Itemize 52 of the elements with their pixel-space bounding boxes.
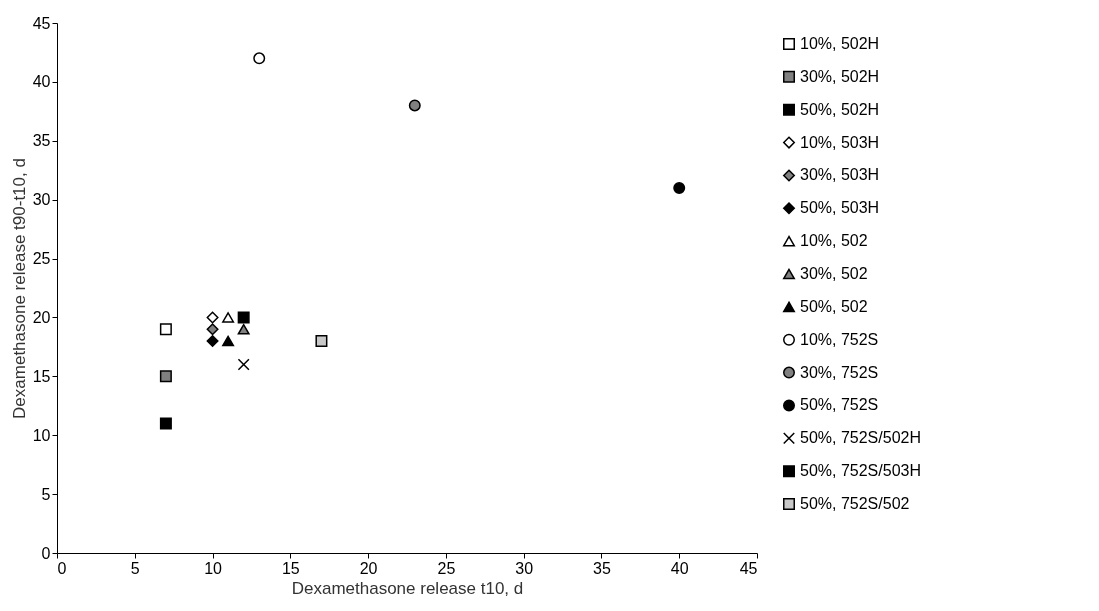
legend-label: 50%, 752S/503H bbox=[800, 462, 921, 480]
point bbox=[206, 335, 219, 347]
y-tick-label: 35 bbox=[32, 132, 51, 150]
x-tick-label: 0 bbox=[57, 559, 67, 577]
point bbox=[237, 323, 250, 335]
point bbox=[253, 52, 266, 65]
x-axis-title: Dexamethasone release t10, d bbox=[291, 578, 524, 598]
x-tick-label: 40 bbox=[670, 559, 689, 577]
x-tick-label: 45 bbox=[739, 559, 758, 577]
point bbox=[315, 335, 328, 347]
y-tick-label: 45 bbox=[32, 14, 51, 32]
point bbox=[206, 311, 219, 324]
x-tick-label: 35 bbox=[593, 559, 611, 577]
legend-label: 10%, 502H bbox=[800, 35, 880, 52]
point bbox=[159, 370, 172, 383]
y-tick-label: 5 bbox=[41, 485, 51, 503]
legend-label: 30%, 502H bbox=[800, 67, 880, 85]
legend-label: 50%, 752S/502 bbox=[800, 495, 910, 513]
point bbox=[222, 335, 235, 347]
legend-label: 30%, 503H bbox=[800, 166, 880, 184]
x-tick-label: 15 bbox=[281, 559, 300, 577]
y-tick-label: 10 bbox=[32, 426, 51, 444]
y-tick-label: 40 bbox=[32, 73, 51, 91]
x-tick-label: 25 bbox=[437, 559, 456, 577]
legend-label: 50%, 502 bbox=[800, 297, 868, 315]
point bbox=[222, 312, 235, 323]
x-tick-label: 20 bbox=[359, 559, 378, 577]
legend-label: 10%, 502 bbox=[800, 232, 868, 250]
x-tick-label: 5 bbox=[130, 559, 140, 577]
x-tick-label: 10 bbox=[204, 559, 223, 577]
legend-label: 30%, 502 bbox=[800, 265, 868, 283]
y-tick-label: 30 bbox=[32, 191, 51, 209]
legend-label: 50%, 502H bbox=[800, 100, 880, 118]
x-tick-label: 30 bbox=[515, 559, 534, 577]
legend-label: 10%, 503H bbox=[800, 133, 880, 151]
y-axis-title: Dexamethasone release t90-t10, d bbox=[9, 158, 29, 419]
legend-label: 50%, 752S bbox=[800, 396, 879, 414]
legend-label: 10%, 752S bbox=[800, 330, 879, 348]
point bbox=[237, 358, 250, 371]
y-tick-label: 25 bbox=[32, 250, 51, 268]
point bbox=[159, 323, 172, 336]
point bbox=[408, 99, 421, 112]
point bbox=[237, 311, 250, 324]
y-tick-label: 15 bbox=[32, 367, 51, 385]
legend-label: 50%, 752S/502H bbox=[800, 429, 921, 447]
legend-label: 50%, 503H bbox=[800, 199, 880, 217]
point bbox=[673, 181, 686, 194]
legend-label: 30%, 752S bbox=[800, 363, 879, 381]
point bbox=[159, 417, 172, 430]
y-tick-label: 0 bbox=[41, 544, 51, 562]
y-tick-label: 20 bbox=[32, 308, 51, 326]
point bbox=[206, 323, 219, 336]
